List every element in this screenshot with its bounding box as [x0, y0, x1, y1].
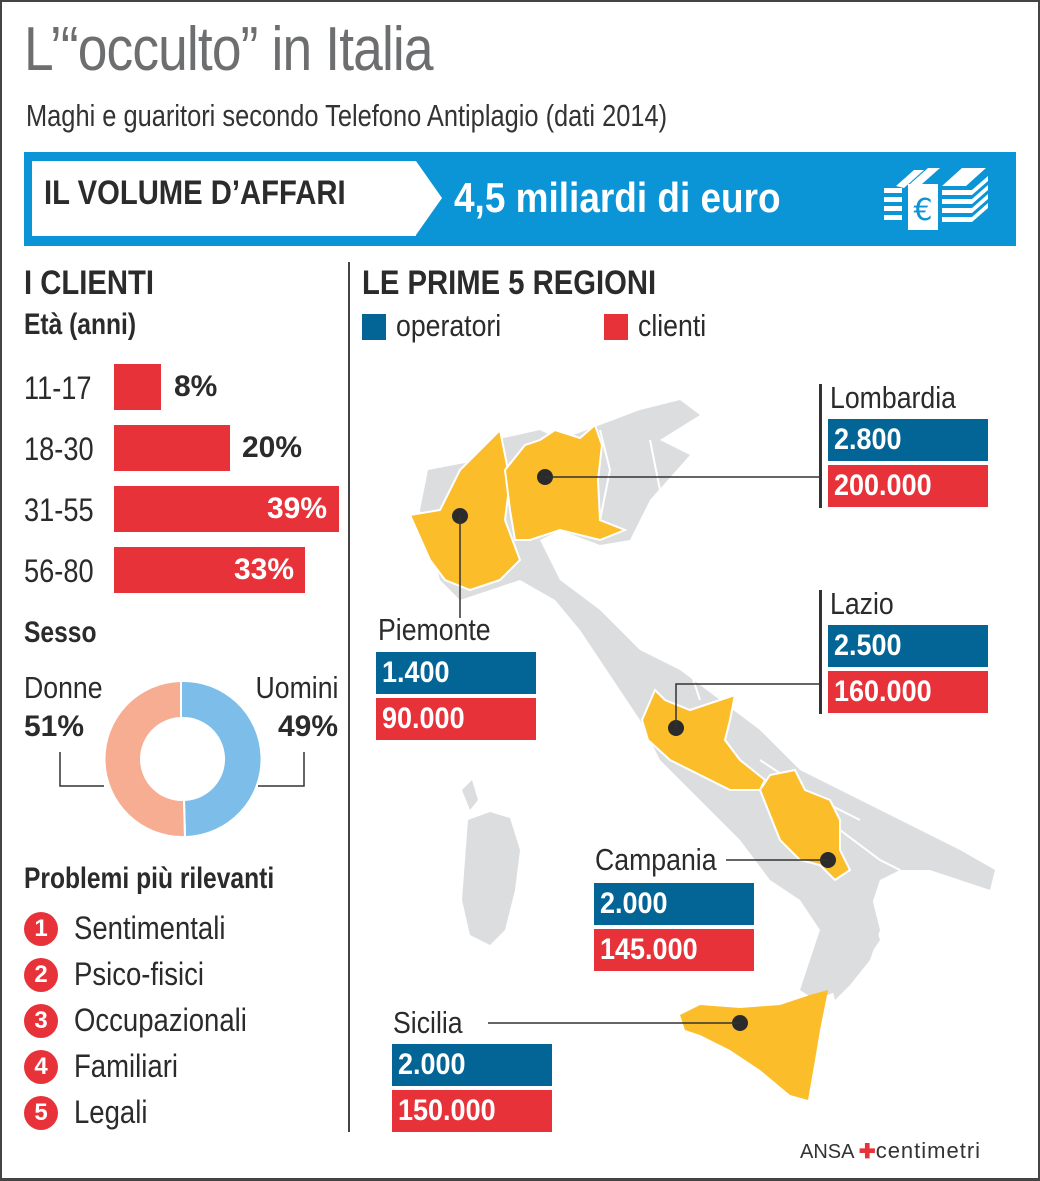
region-name-campania: Campania [595, 842, 717, 877]
rank-badge: 3 [24, 1004, 58, 1038]
rank-badge: 4 [24, 1050, 58, 1084]
problem-label: Occupazionali [74, 1002, 247, 1038]
italy-map [408, 400, 995, 1100]
problem-item: 4 Familiari [24, 1046, 344, 1092]
age-label: 18-30 [24, 431, 94, 467]
age-label: 11-17 [24, 370, 92, 406]
age-value: 33% [234, 553, 295, 586]
age-bar [114, 547, 305, 593]
problem-label: Legali [74, 1094, 148, 1130]
piemonte-clients: 90.000 [376, 698, 536, 740]
piemonte-operators: 1.400 [376, 652, 536, 694]
rank-badge: 1 [24, 912, 58, 946]
women-label: Donne [24, 670, 103, 705]
campania-operators: 2.000 [594, 883, 754, 925]
age-value: 20% [242, 431, 303, 464]
operators-swatch [362, 314, 386, 340]
men-pct: 49% [277, 710, 338, 743]
centimetri-logo-icon: ✚ [858, 1141, 876, 1163]
rank-badge: 5 [24, 1096, 58, 1130]
lazio-operators: 2.500 [828, 625, 988, 667]
region-name-lazio: Lazio [830, 586, 894, 621]
map-legend: operatori clienti [362, 308, 762, 346]
rank-badge: 2 [24, 958, 58, 992]
age-bar [114, 425, 230, 471]
lombardia-clients: 200.000 [828, 465, 988, 507]
problem-label: Psico-fisici [74, 956, 204, 992]
region-name-piemonte: Piemonte [378, 612, 491, 647]
age-label: 31-55 [24, 492, 94, 528]
lombardia-bracket [819, 384, 822, 508]
donut-svg [59, 681, 305, 837]
sicilia-operators: 2.000 [392, 1044, 552, 1086]
men-label: Uomini [255, 670, 338, 705]
clients-legend-label: clienti [638, 308, 707, 343]
region-name-lombardia: Lombardia [830, 380, 956, 415]
age-row: 11-17 8% [24, 364, 344, 412]
sex-donut-chart: Donne 51% Uomini 49% [24, 660, 344, 860]
page-subtitle: Maghi e guaritori secondo Telefono Antip… [26, 98, 668, 133]
age-label: 56-80 [24, 553, 94, 589]
problem-item: 2 Psico-fisici [24, 954, 344, 1000]
credit-source: ANSA [800, 1141, 854, 1163]
problem-label: Sentimentali [74, 910, 226, 946]
regions-heading: LE PRIME 5 REGIONI [362, 264, 657, 302]
banner-label-box [32, 161, 416, 236]
credit-brand: centimetri [875, 1138, 982, 1163]
problem-label: Familiari [74, 1048, 178, 1084]
age-row: 31-55 39% [24, 486, 344, 534]
age-row: 18-30 20% [24, 425, 344, 473]
operators-legend-label: operatori [396, 308, 502, 343]
problems-heading: Problemi più rilevanti [24, 862, 275, 895]
problem-item: 3 Occupazionali [24, 1000, 344, 1046]
euro-banknotes-icon: € [884, 168, 988, 230]
age-value: 39% [267, 492, 328, 525]
clients-swatch [604, 314, 628, 340]
banner-arrow [416, 161, 442, 235]
age-heading: Età (anni) [24, 308, 137, 341]
lombardia-operators: 2.800 [828, 419, 988, 461]
svg-text:€: € [913, 193, 932, 228]
women-pct: 51% [24, 710, 85, 743]
banner-value: 4,5 miliardi di euro [454, 174, 781, 221]
problem-item: 5 Legali [24, 1092, 344, 1138]
lazio-bracket [819, 590, 822, 714]
campania-clients: 145.000 [594, 929, 754, 971]
region-name-sicilia: Sicilia [393, 1005, 463, 1040]
revenue-banner: IL VOLUME D’AFFARI 4,5 miliardi di euro … [24, 152, 1016, 246]
age-bar [114, 364, 161, 410]
sex-heading: Sesso [24, 616, 97, 649]
age-bar [114, 486, 339, 532]
age-value: 8% [174, 370, 218, 403]
column-divider [348, 262, 350, 1132]
sicilia-clients: 150.000 [392, 1090, 552, 1132]
lazio-clients: 160.000 [828, 671, 988, 713]
problems-list: 1 Sentimentali 2 Psico-fisici 3 Occupazi… [24, 908, 344, 1138]
problem-item: 1 Sentimentali [24, 908, 344, 954]
page-title: L’“occulto” in Italia [24, 15, 434, 84]
banner-label: IL VOLUME D’AFFARI [44, 174, 346, 212]
source-credit: ANSA ✚centimetri [800, 1138, 981, 1164]
clients-heading: I CLIENTI [24, 264, 154, 302]
age-row: 56-80 33% [24, 547, 344, 595]
